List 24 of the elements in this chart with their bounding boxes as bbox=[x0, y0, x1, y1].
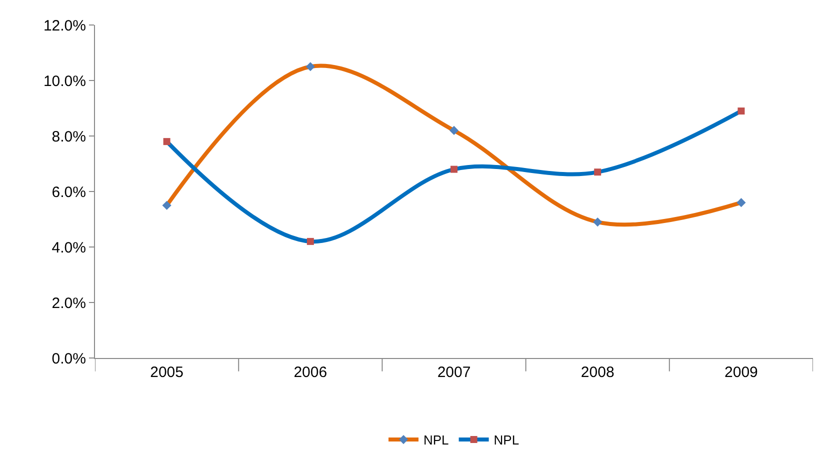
y-tick-label: 6.0% bbox=[52, 184, 86, 201]
legend-label: NPL bbox=[424, 432, 449, 448]
point bbox=[738, 108, 745, 115]
x-tick-label: 2006 bbox=[294, 364, 328, 381]
y-tick-label: 12.0% bbox=[43, 17, 86, 34]
point bbox=[306, 62, 315, 72]
x-tick-label: 2009 bbox=[724, 364, 758, 381]
point bbox=[594, 168, 602, 176]
y-tick-label: 10.0% bbox=[43, 72, 86, 90]
x-tick-label: 2005 bbox=[150, 364, 184, 381]
x-tick-label: 2008 bbox=[580, 364, 614, 381]
y-tick-label: 4.0% bbox=[52, 239, 86, 256]
x-tick-label: 2007 bbox=[437, 364, 471, 381]
y-tick-label: 8.0% bbox=[52, 128, 86, 146]
point bbox=[736, 198, 746, 208]
legend-label: NPL bbox=[494, 432, 520, 448]
y-tick-label: 2.0% bbox=[52, 294, 86, 312]
point bbox=[450, 166, 458, 173]
y-tick-label: 0.0% bbox=[52, 350, 86, 368]
point bbox=[306, 238, 314, 245]
point bbox=[162, 200, 172, 210]
point bbox=[593, 217, 602, 227]
point bbox=[449, 126, 459, 135]
point bbox=[163, 138, 170, 146]
